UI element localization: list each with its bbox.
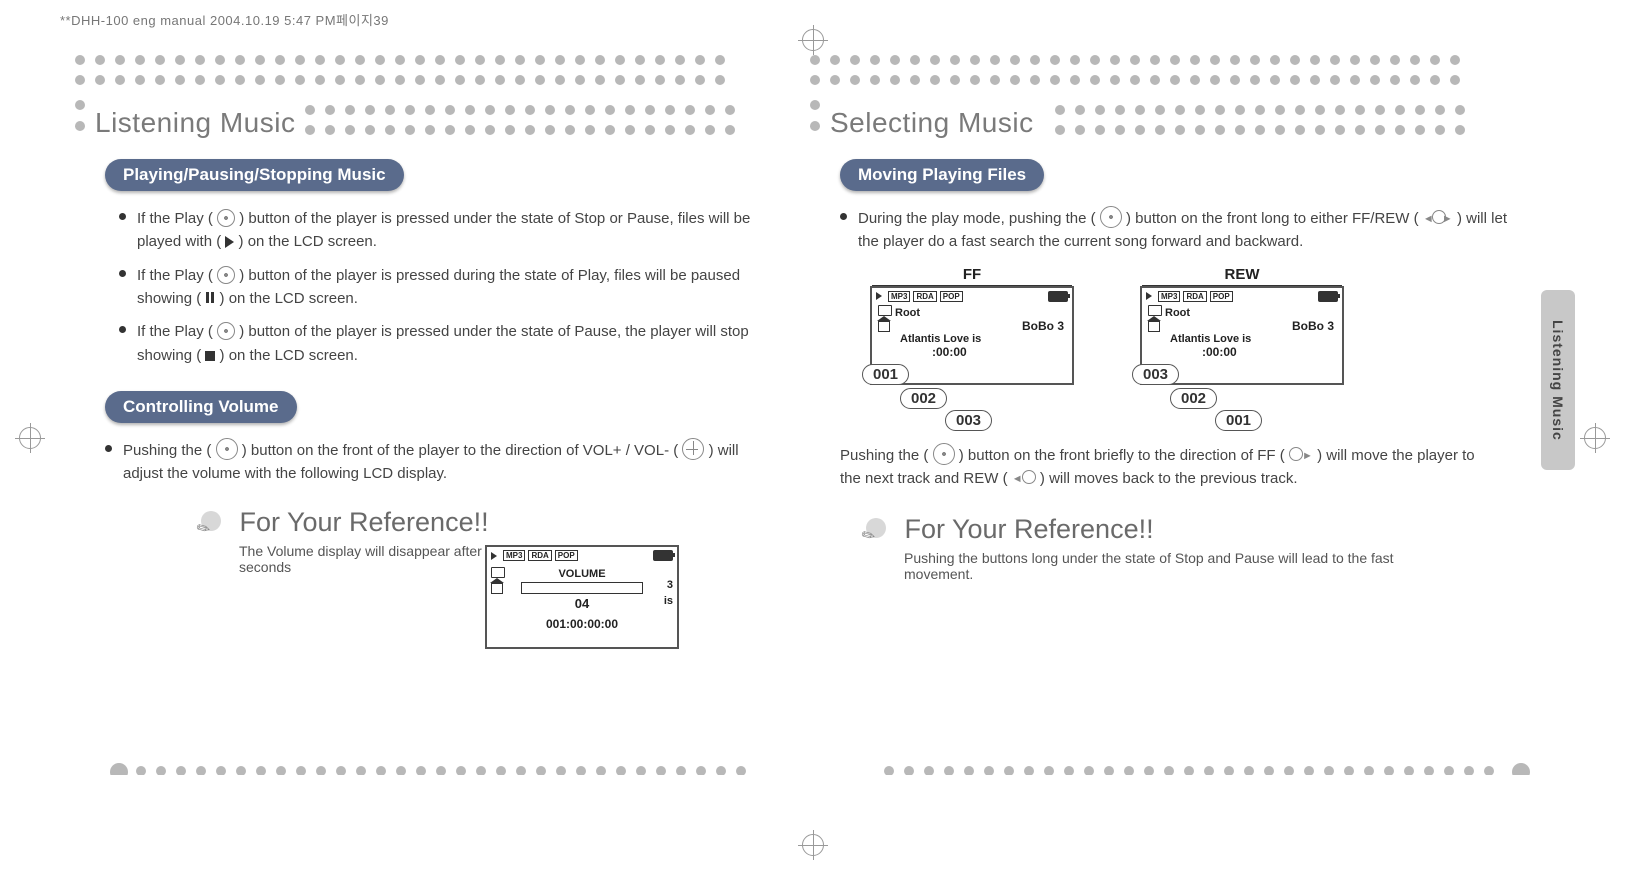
bullet-moving: During the play mode, pushing the ( ) bu… [840, 207, 1518, 254]
page-right: Selecting Music Moving Playing Files Dur… [810, 55, 1530, 775]
track-nav-text: Pushing the ( ) button on the front brie… [840, 444, 1480, 491]
pill-moving: Moving Playing Files [840, 159, 1044, 191]
stop-icon [205, 351, 215, 361]
ff-icon [1289, 448, 1313, 464]
track-002r: 002 [1170, 388, 1217, 409]
volume-direction-icon [682, 438, 704, 460]
print-header: **DHH-100 eng manual 2004.10.19 5:47 PM페… [60, 10, 389, 29]
nav-button-icon [933, 443, 955, 465]
home-icon [491, 583, 503, 594]
reference-block-right: For Your Reference!! Pushing the buttons… [860, 512, 1530, 582]
pill-volume: Controlling Volume [105, 391, 297, 423]
bullet-pause: If the Play ( ) button of the player is … [119, 264, 757, 311]
play-button-icon [217, 209, 235, 227]
page-left: Listening Music Playing/Pausing/Stopping… [75, 55, 795, 775]
folder-icon [491, 567, 505, 578]
footer-dots-left [110, 763, 795, 775]
track-001: 001 [862, 364, 909, 385]
track-003: 003 [945, 410, 992, 431]
track-002: 002 [900, 388, 947, 409]
footer-dots-right [810, 763, 1530, 775]
play-button-icon [217, 322, 235, 340]
nav-button-icon [1100, 206, 1122, 228]
pause-icon [205, 287, 215, 310]
bullet-volume: Pushing the ( ) button on the front of t… [105, 439, 763, 486]
rew-icon [1012, 471, 1036, 487]
page-title-left: Listening Music [95, 107, 295, 139]
bullet-play: If the Play ( ) button of the player is … [119, 207, 757, 254]
crop-mark-bottom [798, 830, 828, 860]
decor-dots [75, 55, 795, 67]
pill-playing: Playing/Pausing/Stopping Music [105, 159, 404, 191]
play-icon [225, 236, 234, 248]
crop-mark-right [1580, 423, 1610, 453]
side-tab: Listening Music [1541, 290, 1575, 470]
reference-icon [860, 512, 894, 546]
crop-mark-left [15, 423, 45, 453]
ff-rew-icon [1423, 211, 1453, 227]
bullet-stop: If the Play ( ) button of the player is … [119, 320, 757, 367]
lcd-volume: MP3RDAPOP VOLUME 3 is 04 001:00:00:00 [485, 545, 679, 649]
track-001r: 001 [1215, 410, 1262, 431]
reference-icon [195, 505, 229, 539]
page-title-right: Selecting Music [830, 107, 1034, 139]
battery-icon [653, 550, 673, 561]
nav-button-icon [216, 438, 238, 460]
play-button-icon [217, 266, 235, 284]
crop-mark-top [798, 25, 828, 55]
track-003r: 003 [1132, 364, 1179, 385]
